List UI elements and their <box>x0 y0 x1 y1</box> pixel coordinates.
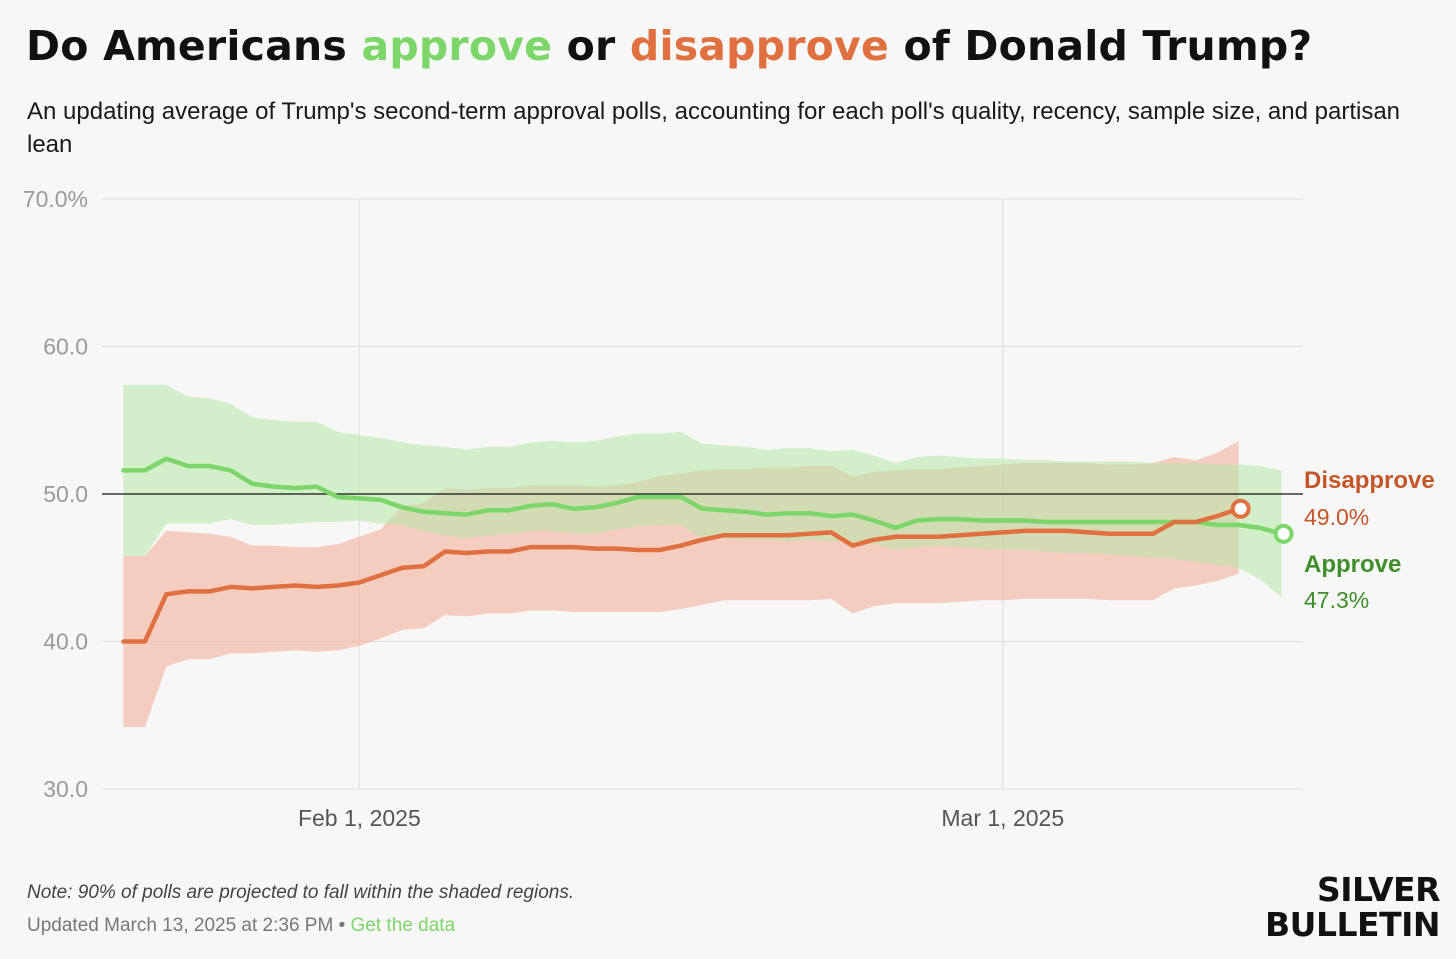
logo-line-2: BULLETIN <box>1265 905 1440 944</box>
title-approve-word: approve <box>361 22 553 70</box>
footer-updated: Updated March 13, 2025 at 2:36 PM • Get … <box>27 915 455 937</box>
silver-bulletin-logo: SILVER BULLETIN <box>1240 872 1440 942</box>
disapprove-end-marker <box>1230 498 1251 519</box>
logo-line-1: SILVER <box>1316 870 1441 909</box>
updated-timestamp: Updated March 13, 2025 at 2:36 PM <box>27 915 334 936</box>
footer-separator: • <box>333 915 351 936</box>
y-tick-label: 70.0% <box>23 186 88 212</box>
x-tick-label: Feb 1, 2025 <box>298 805 421 831</box>
y-tick-label: 40.0 <box>43 629 88 655</box>
approve-end-marker <box>1273 523 1294 544</box>
y-tick-label: 60.0 <box>43 334 88 360</box>
title-suffix: of Donald Trump? <box>888 22 1313 70</box>
chart-subtitle: An updating average of Trump's second-te… <box>27 98 1401 158</box>
x-tick-label: Mar 1, 2025 <box>941 805 1064 831</box>
y-tick-label: 50.0 <box>43 481 88 507</box>
approve-band <box>123 384 1282 598</box>
approve-end-value: 47.3% <box>1304 587 1369 613</box>
disapprove-line <box>121 506 1241 644</box>
y-tick-label: 30.0 <box>43 776 88 802</box>
disapprove-end-value: 49.0% <box>1304 504 1369 530</box>
title-prefix: Do Americans <box>26 22 362 70</box>
disapprove-end-label: Disapprove <box>1304 467 1435 494</box>
approve-line <box>121 456 1284 537</box>
title-or: or <box>552 22 630 70</box>
get-data-link[interactable]: Get the data <box>350 915 456 936</box>
approve-end-label: Approve <box>1304 551 1401 578</box>
chart-title: Do Americans approve or disapprove of Do… <box>26 18 1446 74</box>
title-disapprove-word: disapprove <box>629 22 889 70</box>
approval-chart: 70.0% 60.0 50.0 40.0 30.0 Feb 1, 2025 Mar 1, 2… <box>23 186 1435 831</box>
footer-note: Note: 90% of polls are projected to fall… <box>27 882 575 903</box>
